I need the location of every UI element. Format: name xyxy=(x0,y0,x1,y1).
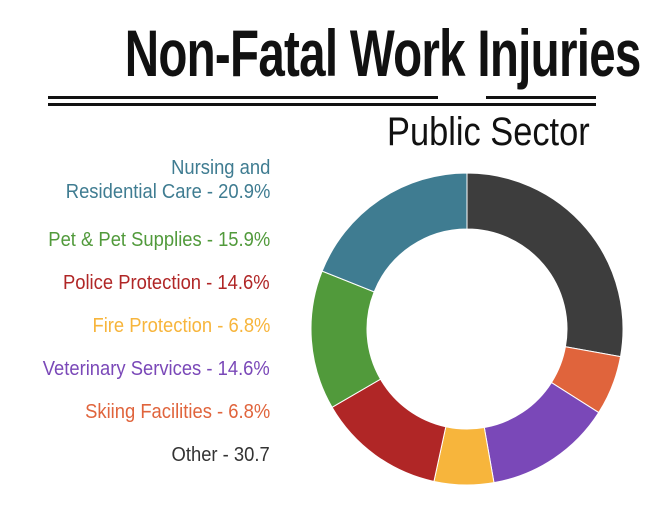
chart-subtitle: Public Sector xyxy=(387,110,590,154)
legend-label: Police Protection - 14.6% xyxy=(63,272,270,294)
title-underline-right xyxy=(486,96,596,99)
legend-label: Residential Care - 20.9% xyxy=(65,181,270,203)
legend-label: Pet & Pet Supplies - 15.9% xyxy=(48,229,270,251)
chart-title: Non-Fatal Work Injuries xyxy=(124,16,642,90)
donut-chart xyxy=(310,172,624,486)
legend-item: Other - 30.7 xyxy=(172,443,270,467)
legend-label: Nursing and xyxy=(170,157,270,179)
legend-label: Veterinary Services - 14.6% xyxy=(42,358,270,380)
legend-label: Skiing Facilities - 6.8% xyxy=(84,401,270,423)
legend-item: Veterinary Services - 14.6% xyxy=(43,357,270,381)
legend-label: Fire Protection - 6.8% xyxy=(92,315,270,337)
donut-slice xyxy=(466,172,624,358)
legend-item: Nursing and Residential Care - 20.9% xyxy=(65,156,270,204)
legend-item: Fire Protection - 6.8% xyxy=(92,314,270,338)
legend-item: Pet & Pet Supplies - 15.9% xyxy=(48,228,270,252)
donut-slice xyxy=(321,172,468,293)
legend-item: Skiing Facilities - 6.8% xyxy=(85,400,270,424)
legend-item: Police Protection - 14.6% xyxy=(63,271,270,295)
title-underline-left xyxy=(48,96,438,99)
title-underline-full xyxy=(48,103,596,106)
legend-label: Other - 30.7 xyxy=(171,444,270,466)
